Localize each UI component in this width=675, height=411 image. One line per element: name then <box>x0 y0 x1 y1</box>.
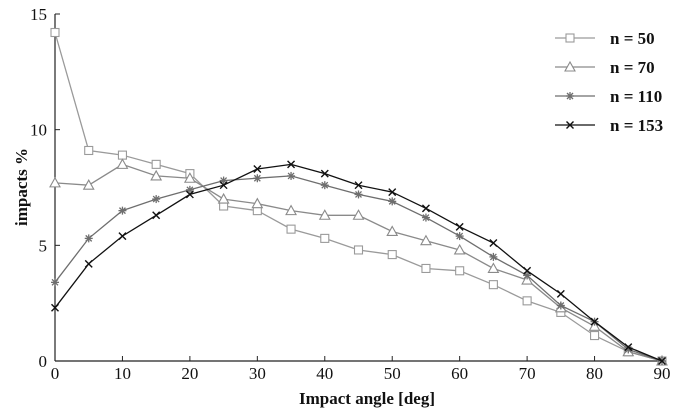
data-point <box>253 174 261 182</box>
y-tick-label: 0 <box>39 352 48 371</box>
data-point <box>355 190 363 198</box>
data-point <box>321 234 329 242</box>
data-point <box>591 332 599 340</box>
legend-label: n = 50 <box>610 29 655 48</box>
x-tick-label: 20 <box>181 364 198 383</box>
data-point <box>523 297 531 305</box>
data-point <box>85 260 92 267</box>
x-tick-label: 70 <box>519 364 536 383</box>
data-point <box>422 214 430 222</box>
data-point <box>355 246 363 254</box>
data-point <box>387 226 397 235</box>
data-point <box>119 233 126 240</box>
data-point <box>489 281 497 289</box>
y-tick-label: 5 <box>39 236 48 255</box>
data-point <box>321 181 329 189</box>
data-point <box>388 251 396 259</box>
x-axis-title: Impact angle [deg] <box>299 389 435 408</box>
data-point <box>456 223 463 230</box>
data-point <box>152 160 160 168</box>
y-tick-label: 10 <box>30 121 47 140</box>
ticks: 0 10 20 30 40 50 60 70 80 90 0 5 10 15 <box>30 5 671 383</box>
data-point <box>489 253 497 261</box>
legend-marker <box>566 34 574 42</box>
data-point <box>422 205 429 212</box>
data-point <box>456 267 464 275</box>
legend: n = 50 n = 70 n = 110 n = 153 <box>555 29 663 135</box>
data-point <box>321 170 328 177</box>
x-tick-label: 60 <box>451 364 468 383</box>
x-tick-label: 80 <box>586 364 603 383</box>
series-line <box>55 176 662 361</box>
data-point <box>153 212 160 219</box>
legend-label: n = 70 <box>610 58 655 77</box>
x-tick-label: 10 <box>114 364 131 383</box>
x-tick-label: 30 <box>249 364 266 383</box>
data-point <box>51 29 59 37</box>
data-point <box>151 171 161 180</box>
data-point <box>85 146 93 154</box>
x-tick-label: 0 <box>51 364 60 383</box>
data-point <box>118 151 126 159</box>
data-point <box>117 159 127 168</box>
series-2 <box>50 159 667 365</box>
data-point <box>51 278 59 286</box>
legend-item-2: n = 70 <box>555 58 655 77</box>
data-point <box>557 301 565 309</box>
legend-item-3: n = 110 <box>555 87 662 106</box>
legend-label: n = 110 <box>610 87 662 106</box>
data-point <box>219 194 229 203</box>
x-tick-label: 50 <box>384 364 401 383</box>
legend-item-4: n = 153 <box>555 116 663 135</box>
x-tick-label: 40 <box>316 364 333 383</box>
legend-item-1: n = 50 <box>555 29 655 48</box>
data-point <box>85 234 93 242</box>
y-axis-title: impacts % <box>12 148 31 226</box>
legend-label: n = 153 <box>610 116 663 135</box>
x-tick-label: 90 <box>654 364 671 383</box>
data-point <box>490 240 497 247</box>
series-layer <box>50 29 667 365</box>
legend-marker <box>566 92 574 100</box>
data-point <box>557 290 564 297</box>
data-point <box>287 172 295 180</box>
series-3 <box>51 172 666 365</box>
data-point <box>388 197 396 205</box>
y-tick-label: 15 <box>30 5 47 24</box>
data-point <box>118 207 126 215</box>
data-point <box>456 232 464 240</box>
data-point <box>488 263 498 272</box>
data-point <box>50 178 60 187</box>
data-point <box>422 264 430 272</box>
data-point <box>287 225 295 233</box>
data-point <box>152 195 160 203</box>
